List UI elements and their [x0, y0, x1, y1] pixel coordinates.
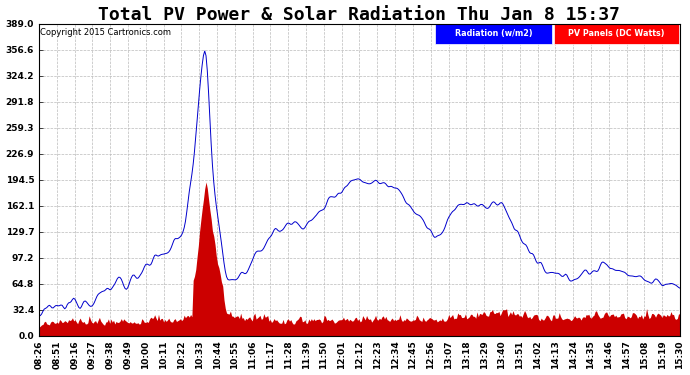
Text: Copyright 2015 Cartronics.com: Copyright 2015 Cartronics.com [40, 28, 171, 38]
Text: Radiation (w/m2): Radiation (w/m2) [455, 29, 533, 38]
FancyBboxPatch shape [435, 24, 553, 44]
Text: PV Panels (DC Watts): PV Panels (DC Watts) [568, 29, 664, 38]
Title: Total PV Power & Solar Radiation Thu Jan 8 15:37: Total PV Power & Solar Radiation Thu Jan… [99, 6, 620, 24]
FancyBboxPatch shape [553, 24, 679, 44]
